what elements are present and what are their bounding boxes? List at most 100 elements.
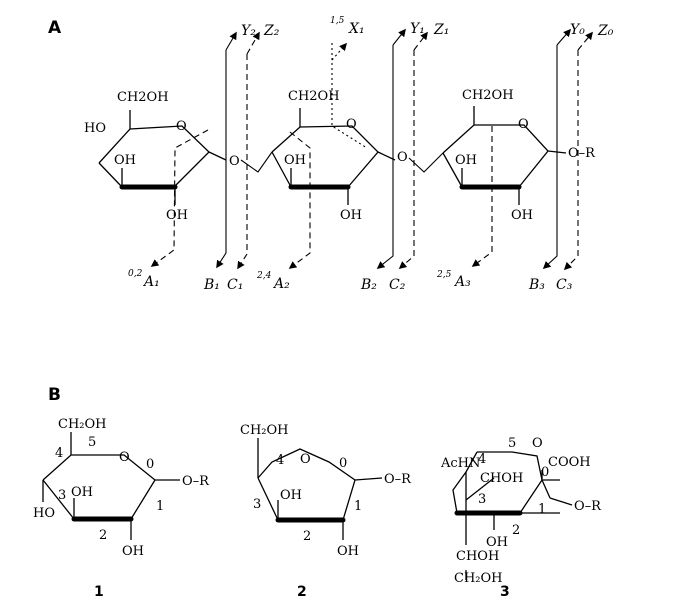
cleavage-1-5-x1-ring (331, 43, 368, 149)
label-c3: C₃ (556, 277, 573, 293)
cleavage-c2-arrow (398, 50, 415, 270)
label-z0: Z₀ (597, 23, 614, 39)
label-b1: B₁ (203, 277, 220, 293)
s3-oh: OH (486, 535, 508, 550)
s3-num-5: 5 (508, 436, 516, 451)
cleavage-b3-arrow (542, 45, 558, 270)
s2-num-0: 0 (339, 456, 347, 471)
s2-oh3: OH (280, 488, 302, 503)
label-b2: B₂ (360, 277, 377, 293)
compound-3-label: 3 (500, 584, 510, 600)
cleavage-c3-arrow (563, 50, 579, 271)
ring1-ho: HO (84, 121, 106, 136)
s2-or: O–R (384, 472, 412, 487)
s1-num-1: 1 (156, 499, 164, 514)
ring1-oh3: OH (114, 153, 136, 168)
ring3-oh3: OH (455, 153, 477, 168)
s2-num-2: 2 (303, 529, 311, 544)
label-x1: X₁ (348, 21, 365, 37)
label-a1: A₁ (142, 274, 160, 290)
aglycone-or: O–R (568, 146, 596, 161)
s3-cooh: COOH (548, 455, 591, 470)
panel-label-b: B (48, 385, 61, 405)
s2-ch2oh: CH₂OH (240, 423, 289, 438)
compound-1-label: 1 (94, 584, 104, 600)
s2-oh2: OH (337, 544, 359, 559)
s3-achn: AcHN (440, 456, 480, 471)
panel-label-a: A (48, 18, 62, 38)
label-y2: Y₂ (241, 23, 256, 39)
label-z2: Z₂ (263, 23, 280, 39)
structure-3-sialic-acid (452, 451, 573, 580)
cleavage-2-4-a2 (288, 131, 311, 269)
ring2-oh2: OH (340, 208, 362, 223)
label-a2: A₂ (272, 276, 290, 292)
ring2-ring-oxygen: O (346, 117, 357, 132)
s2-ring-oxygen: O (300, 452, 311, 467)
label-y1: Y₁ (410, 21, 425, 37)
ring2-oh3: OH (284, 153, 306, 168)
label-a3-superscript: 2,5 (436, 270, 452, 280)
sugar-ring-3 (442, 106, 567, 205)
s2-num-4: 4 (276, 453, 284, 468)
ring3-ring-oxygen: O (518, 117, 529, 132)
s3-ring-oxygen: O (532, 436, 543, 451)
structure-1-pyranose (42, 432, 180, 540)
cleavage-1-5-x1-arrow (331, 42, 348, 61)
ring1-oh2: OH (166, 208, 188, 223)
label-y0: Y₀ (570, 22, 585, 38)
cleavage-0-2-a1 (150, 129, 209, 267)
cleavage-c1-arrow (237, 54, 248, 270)
label-z1: Z₁ (433, 22, 449, 38)
s1-num-2: 2 (99, 528, 107, 543)
cleavage-y0-arrow (556, 28, 572, 46)
label-a3: A₃ (453, 274, 471, 290)
label-a2-superscript: 2,4 (256, 271, 272, 281)
s1-oh2: OH (122, 544, 144, 559)
cleavage-b2-arrow (376, 45, 394, 269)
s3-num-2: 2 (512, 523, 520, 538)
label-a1-superscript: 0,2 (128, 269, 143, 279)
s3-num-1: 1 (538, 502, 546, 517)
cleavage-b1-arrow (216, 50, 227, 269)
s1-oh3: OH (71, 485, 93, 500)
cleavage-y2-arrow (225, 31, 237, 51)
s1-num-0: 0 (146, 457, 154, 472)
linkage-oxygen-2: O (397, 150, 408, 165)
label-x1-superscript: 1,5 (330, 16, 345, 26)
s1-num-4: 4 (55, 446, 63, 461)
cleavage-z1-arrow (413, 31, 428, 51)
cleavage-z2-arrow (246, 31, 260, 55)
linkage-oxygen-1: O (229, 154, 240, 169)
compound-2-label: 2 (297, 584, 307, 600)
s1-ch2oh: CH₂OH (58, 417, 107, 432)
cleavage-2-5-a3 (471, 126, 493, 267)
s1-num-3: 3 (58, 488, 66, 503)
s3-or: O–R (574, 499, 602, 514)
label-b3: B₃ (528, 277, 545, 293)
ring1-ring-oxygen: O (176, 119, 187, 134)
cleavage-z0-arrow (577, 31, 593, 51)
s3-num-0: 0 (541, 465, 549, 480)
s1-ho: HO (33, 506, 55, 521)
cleavage-y1-arrow (392, 28, 406, 46)
s2-num-3: 3 (253, 497, 261, 512)
s1-or: O–R (182, 474, 210, 489)
s3-choh-lower: CHOH (456, 549, 499, 564)
sugar-ring-2 (271, 108, 396, 205)
ring3-ch2oh: CH2OH (462, 88, 514, 103)
s2-num-1: 1 (354, 499, 362, 514)
s1-num-5: 5 (88, 435, 96, 450)
s1-ring-oxygen: O (119, 450, 130, 465)
label-c1: C₁ (227, 277, 243, 293)
ring3-oh2: OH (511, 208, 533, 223)
s3-num-4: 4 (478, 452, 486, 467)
s3-ch2oh: CH₂OH (454, 571, 503, 586)
structure-2-furanose (257, 438, 383, 540)
ring1-ch2oh: CH2OH (117, 90, 169, 105)
s3-chohp-upper: CHOH (480, 471, 523, 486)
label-c2: C₂ (389, 277, 406, 293)
s3-num-3: 3 (478, 492, 486, 507)
